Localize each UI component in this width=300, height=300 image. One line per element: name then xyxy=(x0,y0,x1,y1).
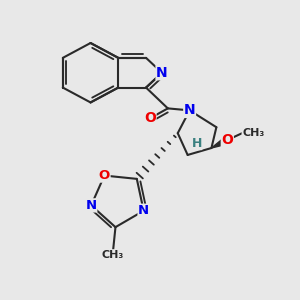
Text: O: O xyxy=(99,169,110,182)
Text: CH₃: CH₃ xyxy=(242,128,264,138)
Text: N: N xyxy=(156,66,168,80)
Text: O: O xyxy=(144,111,156,125)
Text: N: N xyxy=(138,204,149,217)
Text: N: N xyxy=(184,103,195,117)
Text: H: H xyxy=(191,136,202,150)
Text: O: O xyxy=(221,133,233,147)
Text: CH₃: CH₃ xyxy=(101,250,124,260)
Text: N: N xyxy=(85,199,97,212)
Polygon shape xyxy=(212,136,229,148)
